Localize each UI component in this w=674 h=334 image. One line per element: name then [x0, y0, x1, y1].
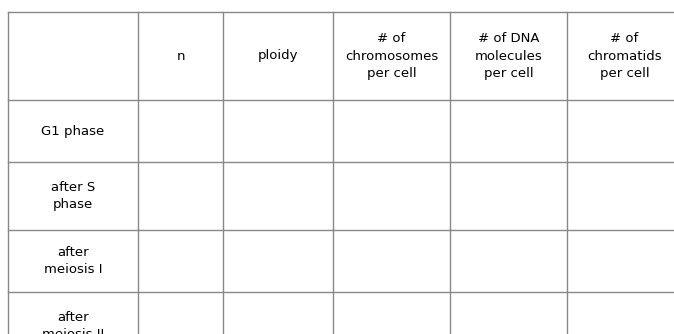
Text: G1 phase: G1 phase [41, 125, 104, 138]
Text: after
meiosis I: after meiosis I [44, 246, 102, 276]
Text: after S
phase: after S phase [51, 181, 95, 211]
Text: # of
chromosomes
per cell: # of chromosomes per cell [345, 32, 438, 79]
Text: ploidy: ploidy [257, 49, 299, 62]
Text: n: n [176, 49, 185, 62]
Text: # of DNA
molecules
per cell: # of DNA molecules per cell [474, 32, 543, 79]
Text: # of
chromatids
per cell: # of chromatids per cell [587, 32, 662, 79]
Text: after
meiosis II: after meiosis II [42, 311, 104, 334]
